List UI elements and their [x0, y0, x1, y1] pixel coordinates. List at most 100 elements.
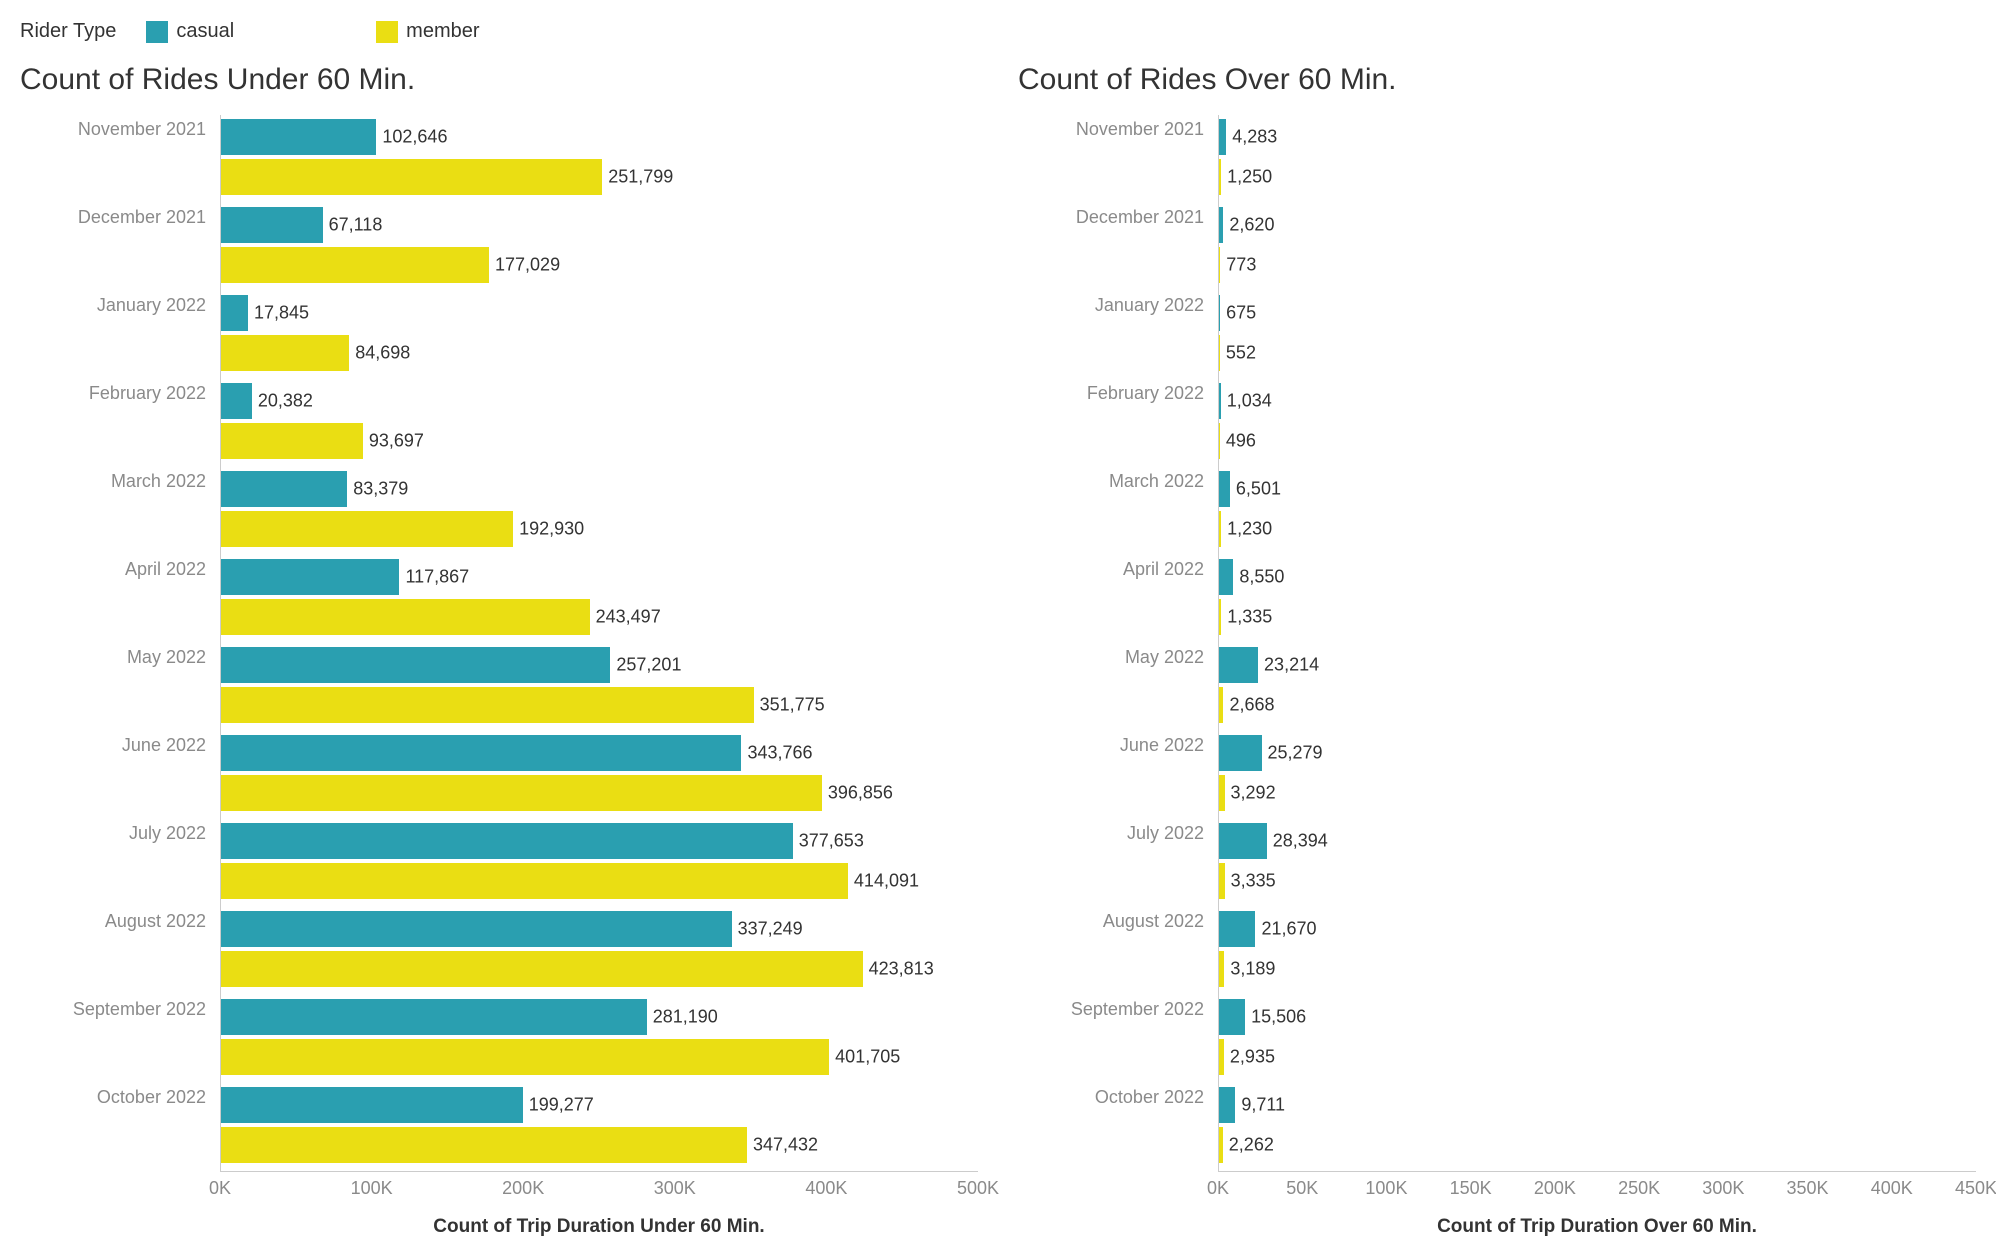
bar-value-label: 199,277 — [529, 1095, 594, 1116]
bar-member[interactable]: 773 — [1219, 247, 1220, 283]
bar-casual[interactable]: 20,382 — [221, 383, 252, 419]
bar-value-label: 9,711 — [1241, 1095, 1285, 1116]
bar-member[interactable]: 1,250 — [1219, 159, 1221, 195]
bar-value-label: 6,501 — [1236, 479, 1281, 500]
bar-member[interactable]: 2,935 — [1219, 1039, 1224, 1075]
bar-value-label: 377,653 — [799, 831, 864, 852]
legend-title: Rider Type — [20, 20, 116, 43]
bar-member[interactable]: 1,335 — [1219, 599, 1221, 635]
bar-value-label: 2,620 — [1229, 215, 1274, 236]
charts-container: Count of Rides Under 60 Min. November 20… — [20, 63, 1976, 1238]
bar-casual[interactable]: 6,501 — [1219, 471, 1230, 507]
bar-casual[interactable]: 281,190 — [221, 999, 647, 1035]
bar-value-label: 23,214 — [1264, 655, 1319, 676]
bar-member[interactable]: 3,292 — [1219, 775, 1225, 811]
bar-casual[interactable]: 102,646 — [221, 119, 376, 155]
bar-value-label: 21,670 — [1261, 919, 1316, 940]
bar-casual[interactable]: 15,506 — [1219, 999, 1245, 1035]
bar-member[interactable]: 351,775 — [221, 687, 754, 723]
bar-casual[interactable]: 2,620 — [1219, 207, 1223, 243]
bar-member[interactable]: 93,697 — [221, 423, 363, 459]
bar-casual[interactable]: 337,249 — [221, 911, 732, 947]
bar-value-label: 1,230 — [1227, 519, 1272, 540]
bar-value-label: 93,697 — [369, 431, 424, 452]
bar-member[interactable]: 177,029 — [221, 247, 489, 283]
bar-value-label: 414,091 — [854, 871, 919, 892]
x-tick: 250K — [1618, 1178, 1660, 1199]
bar-value-label: 337,249 — [738, 919, 803, 940]
x-tick: 400K — [805, 1178, 847, 1199]
month-label: May 2022 — [1125, 647, 1204, 668]
bar-casual[interactable]: 23,214 — [1219, 647, 1258, 683]
bar-member[interactable]: 192,930 — [221, 511, 513, 547]
bar-value-label: 3,335 — [1231, 871, 1276, 892]
month-label: July 2022 — [1127, 823, 1204, 844]
month-label: January 2022 — [97, 295, 206, 316]
bar-member[interactable]: 347,432 — [221, 1127, 747, 1163]
bar-casual[interactable]: 25,279 — [1219, 735, 1262, 771]
bar-casual[interactable]: 1,034 — [1219, 383, 1221, 419]
x-tick: 350K — [1787, 1178, 1829, 1199]
month-label: September 2022 — [1071, 999, 1204, 1020]
bar-member[interactable]: 3,189 — [1219, 951, 1224, 987]
bar-value-label: 25,279 — [1268, 743, 1323, 764]
bar-value-label: 102,646 — [382, 127, 447, 148]
bar-value-label: 3,292 — [1231, 783, 1276, 804]
legend: Rider Type casual member — [20, 20, 1976, 43]
bar-member[interactable]: 552 — [1219, 335, 1220, 371]
legend-item-casual[interactable]: casual — [146, 20, 234, 43]
left-chart-body: November 2021December 2021January 2022Fe… — [20, 115, 978, 1172]
bar-value-label: 1,034 — [1227, 391, 1272, 412]
legend-label-casual: casual — [176, 20, 234, 43]
bar-casual[interactable]: 83,379 — [221, 471, 347, 507]
bar-member[interactable]: 414,091 — [221, 863, 848, 899]
legend-item-member[interactable]: member — [376, 20, 479, 43]
month-label: September 2022 — [73, 999, 206, 1020]
month-label: November 2021 — [1076, 119, 1204, 140]
left-y-axis: November 2021December 2021January 2022Fe… — [20, 115, 220, 1172]
x-tick: 500K — [957, 1178, 999, 1199]
bar-casual[interactable]: 28,394 — [1219, 823, 1267, 859]
bar-value-label: 177,029 — [495, 255, 560, 276]
bar-casual[interactable]: 377,653 — [221, 823, 793, 859]
bar-casual[interactable]: 8,550 — [1219, 559, 1233, 595]
bar-casual[interactable]: 117,867 — [221, 559, 399, 595]
bar-casual[interactable]: 343,766 — [221, 735, 741, 771]
bar-member[interactable]: 3,335 — [1219, 863, 1225, 899]
bar-value-label: 343,766 — [747, 743, 812, 764]
bar-value-label: 401,705 — [835, 1047, 900, 1068]
bar-value-label: 396,856 — [828, 783, 893, 804]
bar-casual[interactable]: 199,277 — [221, 1087, 523, 1123]
x-tick: 200K — [502, 1178, 544, 1199]
bar-casual[interactable]: 257,201 — [221, 647, 610, 683]
bar-casual[interactable]: 21,670 — [1219, 911, 1255, 947]
bar-member[interactable]: 1,230 — [1219, 511, 1221, 547]
right-y-axis: November 2021December 2021January 2022Fe… — [1018, 115, 1218, 1172]
bar-member[interactable]: 496 — [1219, 423, 1220, 459]
x-tick: 200K — [1534, 1178, 1576, 1199]
bar-member[interactable]: 2,668 — [1219, 687, 1223, 723]
x-tick: 100K — [351, 1178, 393, 1199]
bar-member[interactable]: 251,799 — [221, 159, 602, 195]
bar-casual[interactable]: 9,711 — [1219, 1087, 1235, 1123]
bar-member[interactable]: 243,497 — [221, 599, 590, 635]
right-x-title: Count of Trip Duration Over 60 Min. — [1218, 1216, 1976, 1238]
month-label: April 2022 — [125, 559, 206, 580]
swatch-casual — [146, 21, 168, 43]
bar-member[interactable]: 401,705 — [221, 1039, 829, 1075]
bar-value-label: 83,379 — [353, 479, 408, 500]
bar-value-label: 773 — [1226, 255, 1256, 276]
bar-value-label: 2,668 — [1229, 695, 1274, 716]
bar-member[interactable]: 396,856 — [221, 775, 822, 811]
bar-member[interactable]: 84,698 — [221, 335, 349, 371]
bar-casual[interactable]: 67,118 — [221, 207, 323, 243]
bar-member[interactable]: 423,813 — [221, 951, 863, 987]
bar-value-label: 84,698 — [355, 343, 410, 364]
swatch-member — [376, 21, 398, 43]
right-chart-panel: Count of Rides Over 60 Min. November 202… — [1018, 63, 1976, 1238]
right-plot-area: 4,283 1,250 2,620 773 675 552 1,034 496 6,501 1,2… — [1218, 115, 1976, 1172]
bar-casual[interactable]: 17,845 — [221, 295, 248, 331]
bar-casual[interactable]: 4,283 — [1219, 119, 1226, 155]
bar-casual[interactable]: 675 — [1219, 295, 1220, 331]
bar-member[interactable]: 2,262 — [1219, 1127, 1223, 1163]
